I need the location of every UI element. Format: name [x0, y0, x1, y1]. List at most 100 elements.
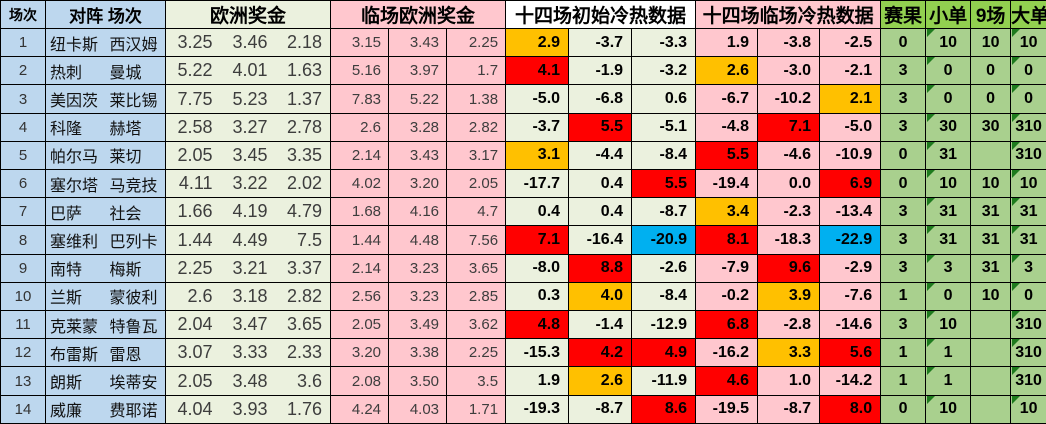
cell-euro-odds[interactable]: 3.33	[220, 338, 276, 368]
cell-live-hotcold[interactable]: 4.6	[695, 366, 759, 396]
cell-away-team[interactable]: 莱比锡	[105, 84, 167, 114]
cell-small-bet[interactable]: 10	[925, 27, 972, 58]
cell-initial-hotcold[interactable]: 5.5	[568, 112, 633, 142]
cell-small-bet[interactable]: 10	[925, 310, 972, 340]
cell-euro-odds[interactable]: 2.05	[165, 366, 221, 396]
cell-initial-hotcold[interactable]: -8.4	[631, 140, 697, 171]
cell-euro-odds[interactable]: 3.21	[220, 253, 276, 283]
cell-small-bet[interactable]: 31	[925, 225, 972, 255]
cell-initial-hotcold[interactable]: -3.2	[631, 56, 697, 86]
cell-initial-hotcold[interactable]: 0.4	[568, 169, 633, 199]
header-big-bet[interactable]: 大单	[1010, 0, 1046, 29]
cell-away-team[interactable]: 雷恩	[105, 338, 167, 368]
cell-initial-hotcold[interactable]: -8.0	[505, 253, 570, 283]
cell-match-no[interactable]: 6	[0, 169, 46, 199]
cell-euro-odds[interactable]: 3.48	[220, 366, 276, 396]
cell-initial-hotcold[interactable]: -6.8	[568, 84, 633, 114]
cell-result[interactable]: 1	[880, 338, 927, 368]
cell-away-team[interactable]: 社会	[105, 197, 167, 227]
cell-big-bet[interactable]: 310	[1010, 112, 1046, 142]
header-initial-hotcold[interactable]: 十四场初始冷热数据	[505, 0, 697, 29]
cell-match-no[interactable]: 10	[0, 281, 46, 312]
cell-nine-games[interactable]: 31	[970, 197, 1012, 227]
cell-away-team[interactable]: 莱切	[105, 140, 167, 171]
cell-nine-games[interactable]: 31	[970, 253, 1012, 283]
cell-euro-odds[interactable]: 1.37	[275, 84, 332, 114]
cell-result[interactable]: 3	[880, 197, 927, 227]
cell-euro-odds[interactable]: 3.25	[165, 27, 221, 58]
cell-euro-odds[interactable]: 7.5	[275, 225, 332, 255]
cell-euro-odds[interactable]: 3.18	[220, 281, 276, 312]
cell-nine-games[interactable]: 10	[970, 27, 1012, 58]
header-euro-odds[interactable]: 欧洲奖金	[165, 0, 332, 29]
cell-live-hotcold[interactable]: -4.6	[757, 140, 821, 171]
cell-live-hotcold[interactable]: 8.1	[695, 225, 759, 255]
cell-home-team[interactable]: 南特	[45, 253, 106, 283]
cell-result[interactable]: 3	[880, 56, 927, 86]
cell-away-team[interactable]: 西汉姆	[105, 27, 167, 58]
cell-initial-hotcold[interactable]: -3.3	[631, 27, 697, 58]
cell-euro-odds[interactable]: 2.58	[165, 112, 221, 142]
cell-big-bet[interactable]: 10	[1010, 169, 1046, 199]
header-result[interactable]: 赛果	[880, 0, 927, 29]
cell-home-team[interactable]: 塞尔塔	[45, 169, 106, 199]
cell-small-bet[interactable]: 1	[925, 338, 972, 368]
cell-euro-odds[interactable]: 7.75	[165, 84, 221, 114]
cell-home-team[interactable]: 朗斯	[45, 366, 106, 396]
cell-euro-odds[interactable]: 3.37	[275, 253, 332, 283]
cell-euro-odds[interactable]: 5.22	[165, 56, 221, 86]
cell-live-hotcold[interactable]: -14.2	[819, 366, 882, 396]
cell-nine-games[interactable]: 31	[970, 225, 1012, 255]
cell-live-euro-odds[interactable]: 4.24	[330, 394, 390, 424]
cell-live-euro-odds[interactable]: 2.56	[330, 281, 390, 312]
cell-euro-odds[interactable]: 2.18	[275, 27, 332, 58]
cell-euro-odds[interactable]: 1.63	[275, 56, 332, 86]
cell-initial-hotcold[interactable]: 2.9	[505, 27, 570, 58]
cell-euro-odds[interactable]: 2.82	[275, 281, 332, 312]
cell-initial-hotcold[interactable]: 1.9	[505, 366, 570, 396]
cell-live-euro-odds[interactable]: 2.14	[330, 253, 390, 283]
cell-initial-hotcold[interactable]: 4.9	[631, 338, 697, 368]
cell-initial-hotcold[interactable]: -5.1	[631, 112, 697, 142]
header-matchup[interactable]: 对阵 场次	[44, 0, 167, 29]
cell-euro-odds[interactable]: 1.44	[165, 225, 221, 255]
cell-nine-games[interactable]	[970, 310, 1012, 340]
cell-live-euro-odds[interactable]: 4.7	[446, 197, 507, 227]
cell-nine-games[interactable]: 10	[970, 281, 1012, 312]
cell-euro-odds[interactable]: 1.66	[165, 197, 221, 227]
cell-initial-hotcold[interactable]: 0.6	[631, 84, 697, 114]
cell-euro-odds[interactable]: 3.22	[220, 169, 276, 199]
cell-match-no[interactable]: 14	[0, 394, 46, 424]
cell-result[interactable]: 3	[880, 84, 927, 114]
cell-small-bet[interactable]: 0	[925, 281, 972, 312]
cell-nine-games[interactable]: 30	[970, 112, 1012, 142]
cell-away-team[interactable]: 赫塔	[105, 112, 167, 142]
cell-initial-hotcold[interactable]: 4.2	[568, 338, 633, 368]
cell-live-euro-odds[interactable]: 3.38	[388, 338, 448, 368]
cell-live-hotcold[interactable]: -10.2	[757, 84, 821, 114]
cell-away-team[interactable]: 蒙彼利	[105, 281, 167, 312]
cell-result[interactable]: 1	[880, 281, 927, 312]
cell-big-bet[interactable]: 0	[1010, 84, 1046, 114]
cell-live-euro-odds[interactable]: 2.25	[446, 338, 507, 368]
cell-nine-games[interactable]: 10	[970, 169, 1012, 199]
cell-live-hotcold[interactable]: -0.2	[695, 281, 759, 312]
cell-live-euro-odds[interactable]: 4.48	[388, 225, 448, 255]
cell-live-hotcold[interactable]: 0.0	[757, 169, 821, 199]
cell-live-euro-odds[interactable]: 3.65	[446, 253, 507, 283]
cell-live-hotcold[interactable]: 6.9	[819, 169, 882, 199]
cell-live-hotcold[interactable]: -16.2	[695, 338, 759, 368]
cell-euro-odds[interactable]: 4.01	[220, 56, 276, 86]
cell-result[interactable]: 0	[880, 394, 927, 424]
cell-live-euro-odds[interactable]: 3.43	[388, 27, 448, 58]
cell-euro-odds[interactable]: 2.05	[165, 140, 221, 171]
cell-initial-hotcold[interactable]: 8.6	[631, 394, 697, 424]
cell-euro-odds[interactable]: 2.04	[165, 310, 221, 340]
cell-home-team[interactable]: 兰斯	[45, 281, 106, 312]
cell-result[interactable]: 0	[880, 27, 927, 58]
cell-big-bet[interactable]: 310	[1010, 338, 1046, 368]
cell-initial-hotcold[interactable]: 4.1	[505, 56, 570, 86]
cell-live-euro-odds[interactable]: 3.23	[388, 253, 448, 283]
cell-live-euro-odds[interactable]: 3.43	[388, 140, 448, 171]
cell-euro-odds[interactable]: 2.25	[165, 253, 221, 283]
